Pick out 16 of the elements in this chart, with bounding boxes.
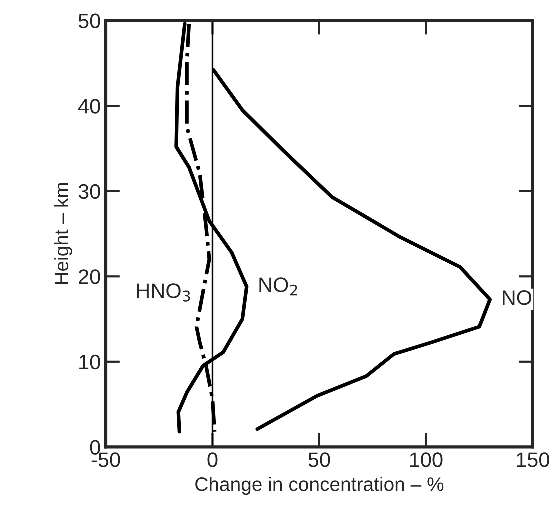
y-tick-label: 0 [90, 440, 100, 455]
x-tick-label: 150 [517, 452, 550, 468]
series-label: HNO$_{3}$ [137, 284, 190, 302]
series-label: NO$_{2}$ [260, 278, 298, 296]
y-tick-label: 40 [78, 99, 100, 114]
y-axis-title: Height – km [54, 183, 72, 284]
y-tick-label: 20 [79, 270, 100, 284]
y-tick-label: 10 [80, 354, 100, 370]
series-label: NO [503, 290, 532, 306]
y-tick-label: 50 [78, 14, 100, 29]
x-tick-label: 50 [308, 452, 330, 468]
x-axis-title: Change in concentration – % [196, 477, 444, 496]
x-tick-label: -50 [92, 452, 120, 468]
x-tick-label: 100 [410, 452, 443, 468]
x-tick-label: 0 [208, 452, 218, 468]
y-tick-label: 30 [78, 184, 100, 200]
